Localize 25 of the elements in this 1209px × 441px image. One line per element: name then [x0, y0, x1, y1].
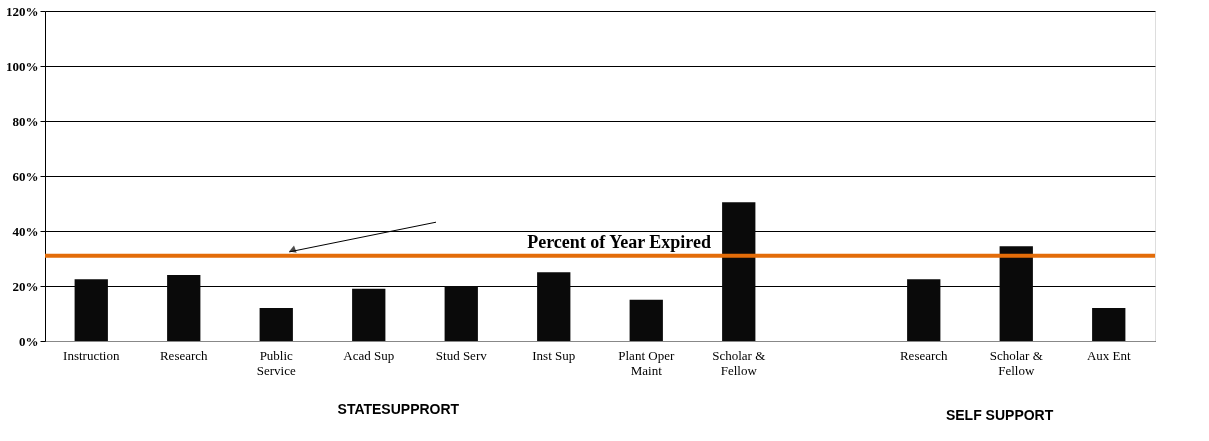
- y-tick-label: 60%: [12, 168, 39, 184]
- x-tick-label: Inst Sup: [532, 347, 576, 363]
- y-tick-label: 120%: [6, 3, 39, 19]
- x-tick-label: Instruction: [63, 347, 120, 363]
- x-tick-label: Public Service: [256, 347, 296, 378]
- text: SELF SUPPORT: [945, 407, 1054, 423]
- y-tick-label: 40%: [12, 223, 39, 239]
- x-tick-label: Scholar & Fellow: [989, 347, 1043, 378]
- y-tick-label: 0%: [19, 333, 39, 349]
- x-tick-label: Research: [899, 347, 949, 363]
- text: STATESUPPRORT: [337, 401, 460, 417]
- y-tick-label: 100%: [6, 58, 39, 74]
- x-tick-label: Acad Sup: [343, 347, 395, 363]
- x-tick-label: Aux Ent: [1086, 347, 1131, 363]
- x-tick-label: Stud Serv: [435, 347, 488, 363]
- y-tick-label: 20%: [12, 278, 39, 294]
- bar: [629, 299, 663, 341]
- ref-line-label: Percent of Year Expired: [527, 231, 711, 252]
- y-tick-label: 80%: [12, 113, 39, 129]
- bar: [1092, 308, 1126, 341]
- x-tick-label: Plant Oper Maint: [618, 347, 675, 378]
- x-tick-label: Scholar & Fellow: [712, 347, 766, 378]
- x-tick-label: Research: [159, 347, 209, 363]
- bar: [259, 308, 293, 341]
- bar: [352, 288, 386, 341]
